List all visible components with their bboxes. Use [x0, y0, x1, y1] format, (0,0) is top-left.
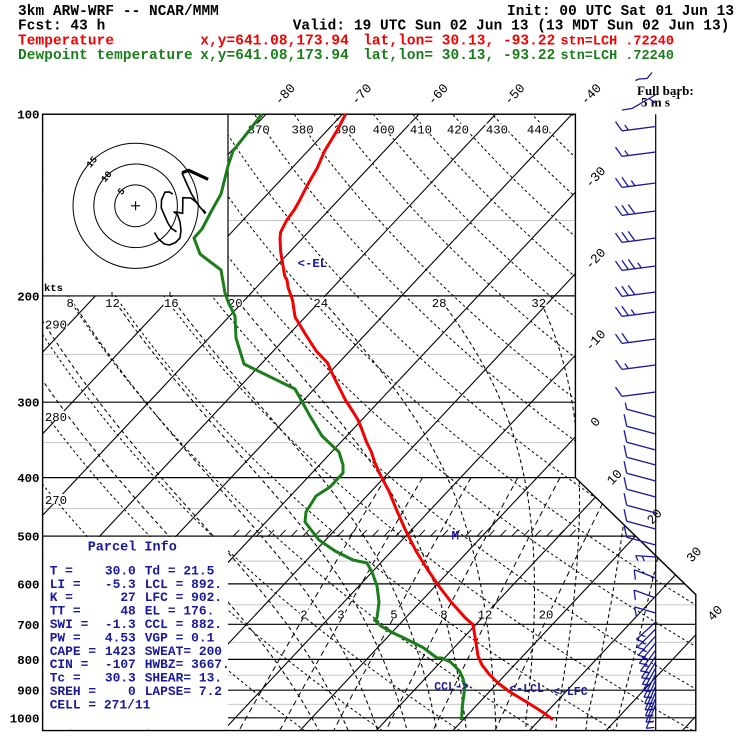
svg-text:600: 600 [17, 578, 39, 592]
svg-text:-1: -1 [672, 91, 681, 102]
svg-text:CCL->: CCL-> [434, 681, 469, 694]
svg-text:500: 500 [17, 531, 39, 545]
svg-text:400: 400 [17, 472, 39, 486]
svg-text:1423: 1423 [105, 644, 136, 659]
svg-text:-1.3: -1.3 [105, 617, 136, 632]
svg-text:K =: K = [50, 590, 73, 605]
svg-text:270: 270 [45, 494, 67, 508]
svg-text:HWBZ= 3667.: HWBZ= 3667. [145, 657, 230, 672]
svg-text:Dewpoint temperature: Dewpoint temperature [18, 48, 193, 64]
svg-text:CAPE =: CAPE = [50, 644, 97, 659]
svg-text:300: 300 [17, 397, 39, 411]
svg-text:5: 5 [116, 186, 128, 198]
svg-text:<-LFC: <-LFC [553, 686, 588, 699]
svg-text:SHEAR= 13.: SHEAR= 13. [145, 671, 222, 686]
svg-text:24: 24 [313, 297, 328, 311]
svg-text:200: 200 [17, 290, 39, 304]
svg-text:SWI =: SWI = [50, 617, 89, 632]
svg-text:8: 8 [67, 297, 74, 311]
svg-text:M: M [452, 530, 460, 544]
svg-text:30.0: 30.0 [105, 563, 136, 578]
svg-text:VGP = 0.1: VGP = 0.1 [145, 630, 215, 645]
svg-text:280: 280 [45, 411, 67, 425]
svg-text:440: 440 [527, 124, 549, 138]
svg-text:Temperature: Temperature [18, 33, 114, 49]
svg-text:CCL = 882.: CCL = 882. [145, 617, 222, 632]
svg-text:5: 5 [390, 609, 397, 623]
svg-text:32: 32 [531, 297, 546, 311]
svg-text:stn=LCH .72240: stn=LCH .72240 [561, 49, 674, 64]
svg-text:3km ARW-WRF -- NCAR/MMM: 3km ARW-WRF -- NCAR/MMM [18, 4, 219, 20]
svg-text:400: 400 [373, 124, 395, 138]
svg-text:PW =: PW = [50, 630, 81, 645]
svg-text:48: 48 [120, 604, 136, 619]
svg-text:2: 2 [300, 609, 307, 623]
svg-text:410: 410 [410, 124, 432, 138]
svg-text:0: 0 [128, 684, 136, 699]
svg-text:LCL = 892.: LCL = 892. [145, 577, 222, 592]
svg-text:CELL =: CELL = [50, 697, 97, 712]
svg-text:SREH =: SREH = [50, 684, 97, 699]
svg-text:x,y=641.08,173.94: x,y=641.08,173.94 [200, 33, 349, 49]
svg-text:Td = 21.5: Td = 21.5 [145, 563, 215, 578]
svg-text:x,y=641.08,173.94: x,y=641.08,173.94 [200, 48, 349, 64]
svg-text:420: 420 [447, 124, 469, 138]
svg-text:100: 100 [17, 109, 39, 123]
svg-text:700: 700 [17, 619, 39, 633]
svg-text:Init: 00 UTC Sat 01 Jun 13: Init: 00 UTC Sat 01 Jun 13 [507, 4, 734, 20]
svg-text:SWEAT= 200: SWEAT= 200 [145, 644, 222, 659]
svg-text:TT =: TT = [50, 604, 81, 619]
svg-text:<-EL: <-EL [298, 257, 328, 271]
svg-text:Full barb:: Full barb: [637, 83, 694, 98]
svg-text:lat,lon= 30.13, -93.22: lat,lon= 30.13, -93.22 [363, 33, 555, 49]
svg-text:5 m s: 5 m s [641, 95, 670, 110]
svg-text:27: 27 [120, 590, 135, 605]
svg-text:380: 380 [292, 124, 314, 138]
svg-text:3: 3 [337, 609, 344, 623]
svg-text:900: 900 [17, 685, 39, 699]
svg-text:<-LCL: <-LCL [509, 683, 544, 696]
svg-text:lat,lon= 30.13, -93.22: lat,lon= 30.13, -93.22 [363, 48, 555, 64]
svg-text:kts: kts [44, 283, 63, 295]
svg-text:430: 430 [486, 124, 508, 138]
svg-text:271/11: 271/11 [104, 697, 151, 712]
svg-text:T =: T = [50, 563, 73, 578]
svg-text:stn=LCH .72240: stn=LCH .72240 [561, 34, 674, 49]
svg-text:800: 800 [17, 654, 39, 668]
svg-text:8: 8 [440, 609, 447, 623]
svg-text:12: 12 [478, 609, 493, 623]
svg-text:28: 28 [432, 297, 447, 311]
svg-text:LAPSE= 7.2: LAPSE= 7.2 [145, 684, 222, 699]
svg-text:-107: -107 [105, 657, 136, 672]
svg-text:Tc =: Tc = [50, 671, 81, 686]
svg-text:Valid: 19 UTC Sun 02 Jun 13 (1: Valid: 19 UTC Sun 02 Jun 13 (13 MDT Sun … [293, 19, 730, 35]
svg-text:1000: 1000 [10, 712, 40, 726]
svg-text:290: 290 [45, 319, 67, 333]
svg-text:EL = 176.: EL = 176. [145, 604, 215, 619]
svg-text:12: 12 [105, 297, 120, 311]
svg-text:-5.3: -5.3 [105, 577, 136, 592]
svg-text:4.53: 4.53 [105, 630, 136, 645]
svg-text:30.3: 30.3 [105, 671, 136, 686]
svg-text:16: 16 [164, 297, 179, 311]
svg-text:LI =: LI = [50, 577, 81, 592]
svg-text:Fcst: 43 h: Fcst: 43 h [18, 19, 105, 35]
svg-text:20: 20 [539, 609, 554, 623]
svg-text:LFC = 902.: LFC = 902. [145, 590, 222, 605]
svg-text:CIN =: CIN = [50, 657, 89, 672]
svg-text:Parcel Info: Parcel Info [88, 540, 177, 555]
